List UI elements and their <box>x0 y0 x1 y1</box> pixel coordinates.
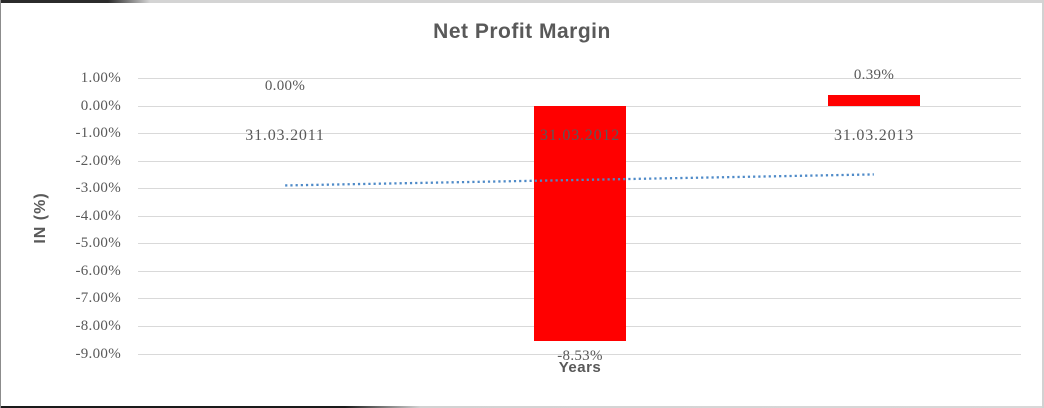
category-label: 31.03.2012 <box>540 127 620 144</box>
data-label: 0.39% <box>853 67 895 83</box>
x-axis-title: Years <box>558 359 602 376</box>
y-tick-label: 0.00% <box>80 98 121 114</box>
chart-border-right <box>1042 0 1044 408</box>
y-tick-label: -9.00% <box>75 346 121 362</box>
y-tick-label: -6.00% <box>75 263 121 279</box>
data-label: 0.00% <box>264 78 306 94</box>
chart-border-top <box>0 0 1044 3</box>
y-tick-label: -7.00% <box>75 290 121 306</box>
y-axis-title: IN (%) <box>32 192 49 244</box>
y-tick-label: -4.00% <box>75 208 121 224</box>
y-tick-label: -3.00% <box>75 180 121 196</box>
y-tick-label: -2.00% <box>75 153 121 169</box>
bar <box>534 106 626 341</box>
bar <box>828 95 920 106</box>
chart-border-left <box>0 0 1 408</box>
y-gridline <box>138 354 1021 355</box>
y-tick-label: -5.00% <box>75 235 121 251</box>
y-tick-label: 1.00% <box>80 70 121 86</box>
chart-border-bottom <box>0 406 1044 408</box>
y-gridline <box>138 78 1021 79</box>
data-label: -8.53% <box>557 348 603 364</box>
category-label: 31.03.2013 <box>834 127 914 144</box>
category-label: 31.03.2011 <box>245 127 325 144</box>
y-tick-label: -8.00% <box>75 318 121 334</box>
chart-title: Net Profit Margin <box>433 20 611 43</box>
y-tick-label: -1.00% <box>75 125 121 141</box>
